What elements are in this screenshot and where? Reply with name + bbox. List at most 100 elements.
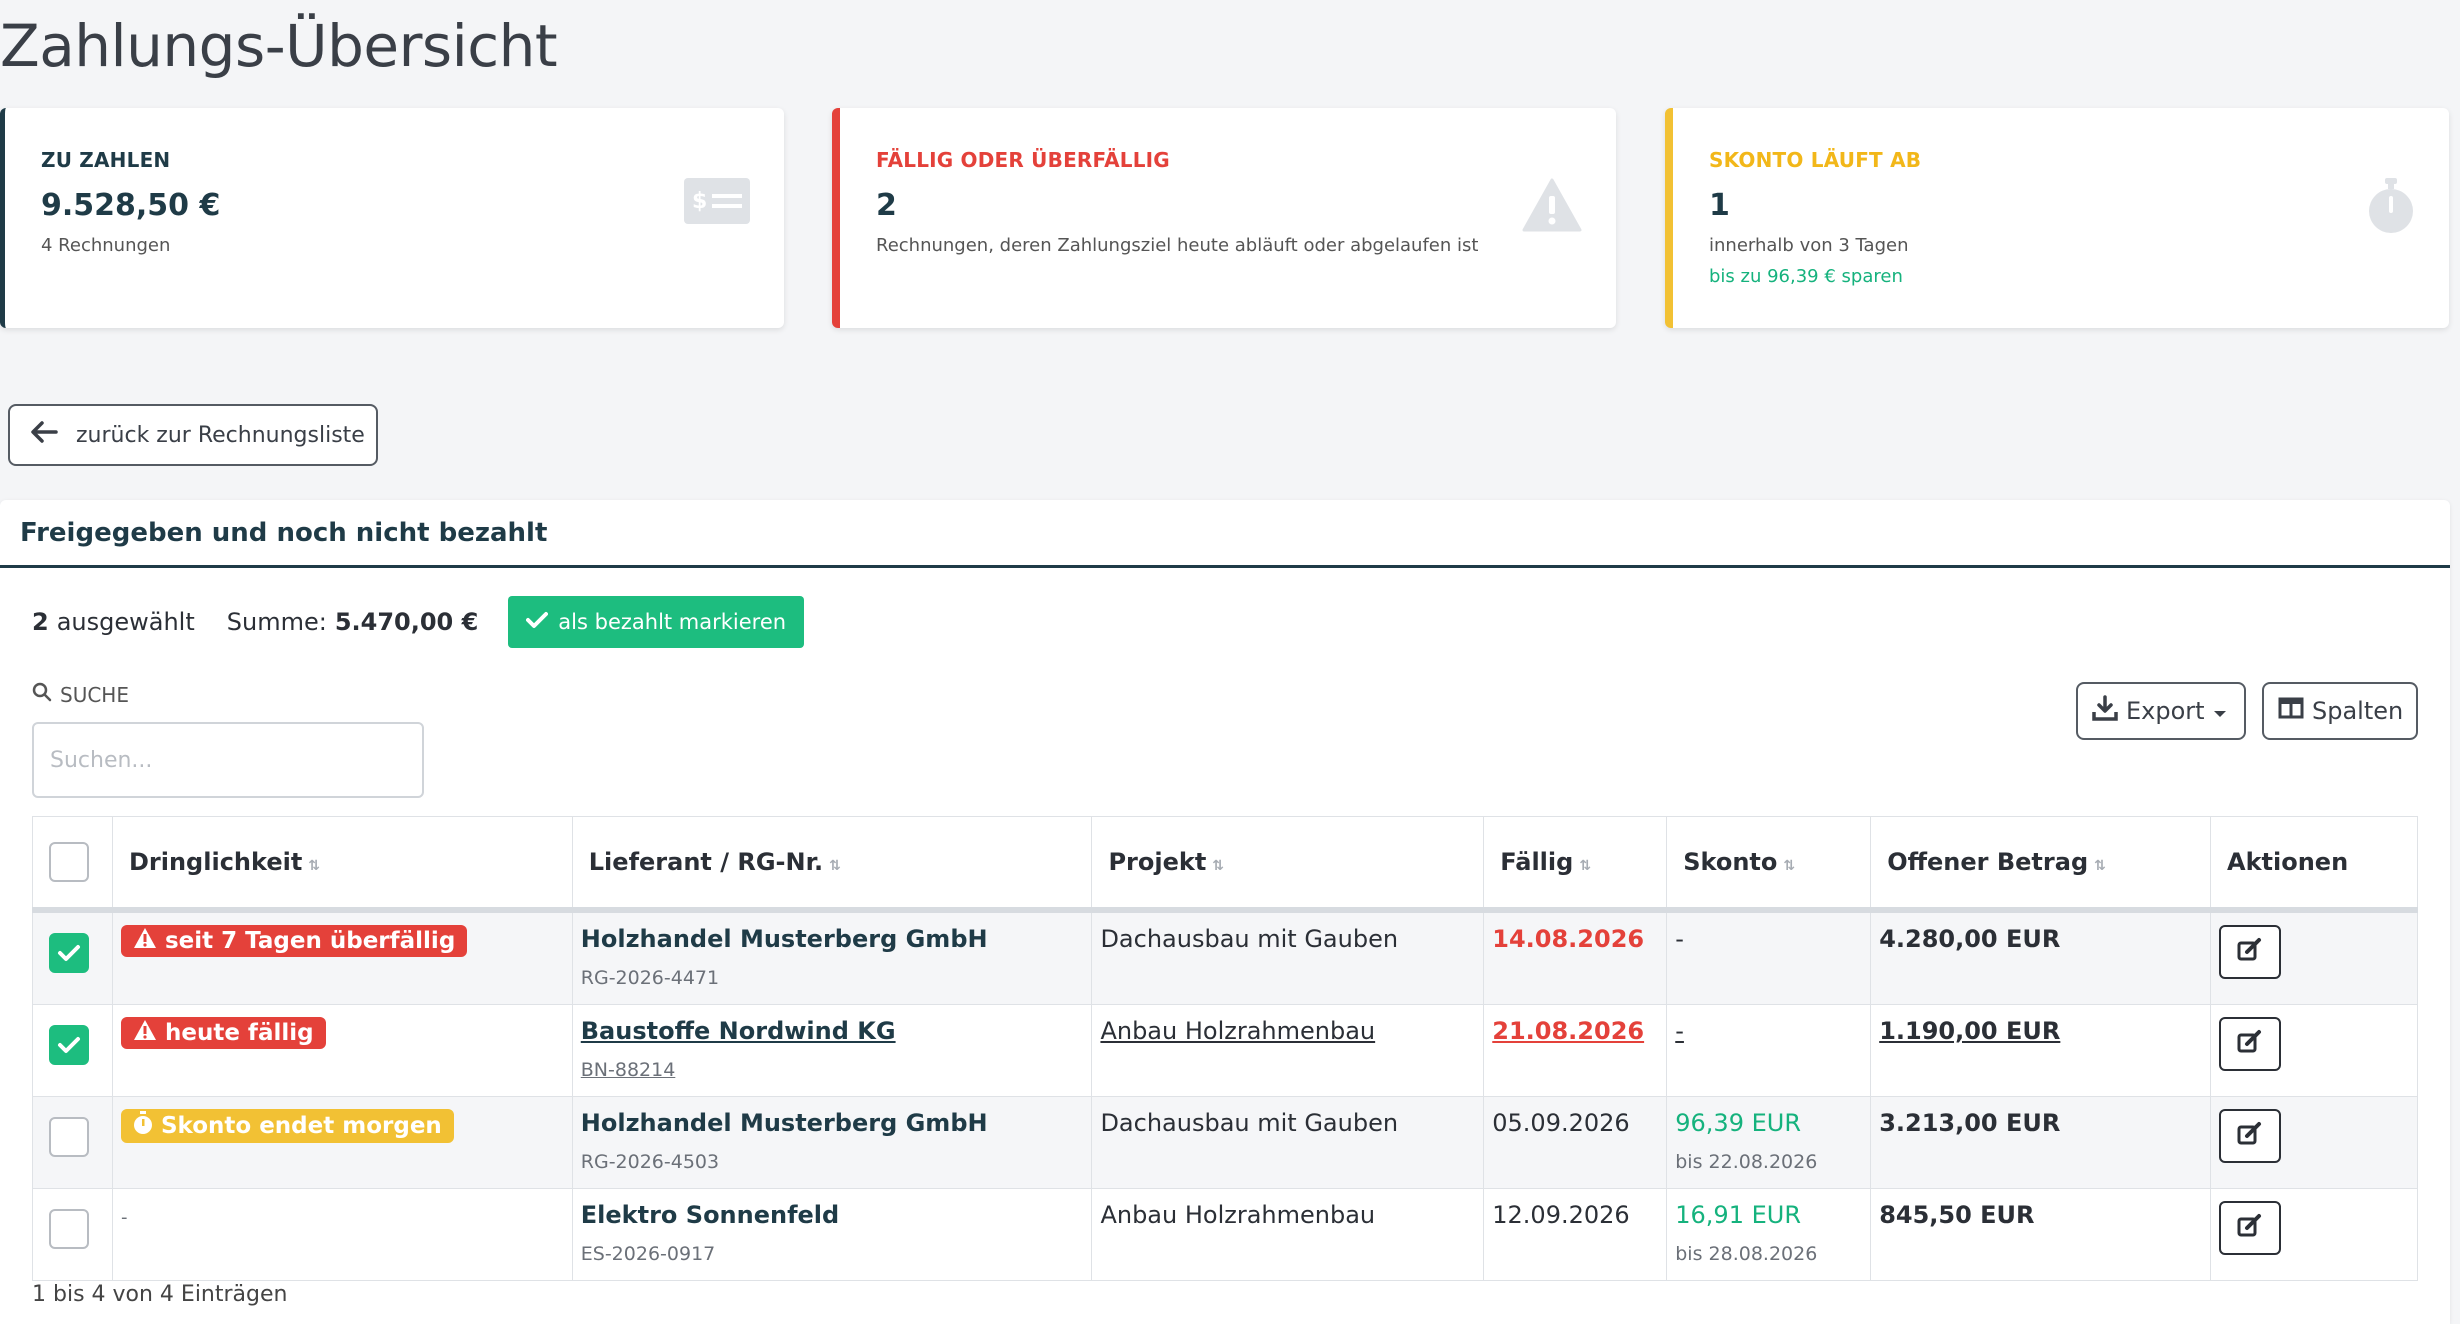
stopwatch-icon	[133, 1111, 153, 1141]
edit-button[interactable]	[2219, 1201, 2281, 1255]
due-date[interactable]: 21.08.2026	[1492, 1017, 1645, 1045]
project-name: Dachausbau mit Gauben	[1100, 925, 1399, 953]
open-amount: 3.213,00 EUR	[1879, 1109, 2061, 1137]
card-value: 2	[876, 188, 897, 223]
card-label: FÄLLIG ODER ÜBERFÄLLIG	[876, 148, 1170, 172]
skonto-value[interactable]: -	[1675, 1017, 1684, 1045]
export-dropdown-button[interactable]: Export	[2076, 682, 2246, 740]
back-to-invoice-list-button[interactable]: zurück zur Rechnungsliste	[8, 404, 378, 466]
edit-button[interactable]	[2219, 1109, 2281, 1163]
skonto-value: 96,39 EUR	[1675, 1109, 1801, 1137]
sort-icon: ⇅	[1783, 858, 1796, 874]
invoice-number: ES-2026-0917	[580, 1243, 716, 1265]
back-button-label: zurück zur Rechnungsliste	[76, 422, 365, 448]
skonto-value: 16,91 EUR	[1675, 1201, 1801, 1229]
row-checkbox[interactable]	[49, 933, 89, 973]
column-header-project[interactable]: Projekt ⇅	[1091, 816, 1485, 913]
card-savings: bis zu 96,39 € sparen	[1709, 266, 1903, 287]
skonto-deadline: bis 22.08.2026	[1675, 1151, 1818, 1173]
urgency-badge: seit 7 Tagen überfällig	[120, 925, 468, 957]
column-header-actions: Aktionen	[2210, 816, 2418, 913]
selected-label: ausgewählt	[56, 608, 195, 636]
sort-icon: ⇅	[308, 858, 321, 874]
urgency-empty: -	[120, 1207, 128, 1228]
table-row: heute fällig Baustoffe Nordwind KG BN-882…	[32, 1004, 2418, 1097]
svg-text:$: $	[692, 189, 707, 214]
select-all-checkbox[interactable]	[49, 842, 89, 882]
columns-button[interactable]: Spalten	[2262, 682, 2418, 740]
sum-label: Summe:	[226, 608, 327, 636]
supplier-name: Elektro Sonnenfeld	[580, 1201, 840, 1229]
column-header-urgency[interactable]: Dringlichkeit ⇅	[111, 816, 573, 913]
card-subtext: Rechnungen, deren Zahlungsziel heute abl…	[876, 235, 1479, 256]
project-name[interactable]: Anbau Holzrahmenbau	[1100, 1017, 1376, 1045]
sort-icon: ⇅	[829, 858, 841, 874]
invoice-number: RG-2026-4503	[580, 1151, 720, 1173]
row-checkbox[interactable]	[49, 1209, 89, 1249]
edit-icon	[2237, 1029, 2263, 1059]
due-date: 14.08.2026	[1492, 925, 1645, 953]
arrow-left-icon	[30, 420, 58, 450]
table-row: Skonto endet morgen Holzhandel Musterber…	[32, 1096, 2418, 1189]
edit-icon	[2237, 937, 2263, 967]
invoice-table: Dringlichkeit ⇅ Lieferant / RG-Nr. ⇅ Proje…	[32, 816, 2418, 1281]
check-icon	[526, 610, 549, 634]
warning-icon	[1522, 178, 1582, 236]
columns-label: Spalten	[2312, 697, 2404, 725]
supplier-name[interactable]: Baustoffe Nordwind KG	[580, 1017, 896, 1045]
skonto-deadline: bis 28.08.2026	[1675, 1243, 1818, 1265]
warning-icon	[133, 927, 157, 955]
mark-as-paid-label: als bezahlt markieren	[558, 610, 787, 634]
row-checkbox[interactable]	[49, 1025, 89, 1065]
columns-icon	[2278, 697, 2304, 725]
edit-icon	[2237, 1213, 2263, 1243]
table-row: seit 7 Tagen überfällig Holzhandel Muste…	[32, 909, 2418, 1005]
selection-summary: 2 ausgewählt Summe: 5.470,00 € als bezah…	[32, 596, 805, 648]
column-header-skonto[interactable]: Skonto ⇅	[1666, 816, 1872, 913]
due-date: 12.09.2026	[1492, 1201, 1630, 1229]
supplier-name: Holzhandel Musterberg GmbH	[580, 925, 988, 953]
stopwatch-icon	[2367, 178, 2415, 238]
edit-button[interactable]	[2219, 1017, 2281, 1071]
export-label: Export	[2126, 697, 2205, 725]
due-date: 05.09.2026	[1492, 1109, 1630, 1137]
open-amount: 4.280,00 EUR	[1879, 925, 2061, 953]
sort-icon: ⇅	[1579, 858, 1592, 874]
table-row: - Elektro Sonnenfeld ES-2026-0917 Anbau H…	[32, 1188, 2418, 1281]
search-label: SUCHE	[32, 682, 129, 707]
column-header-supplier[interactable]: Lieferant / RG-Nr. ⇅	[571, 816, 1093, 913]
project-name: Dachausbau mit Gauben	[1100, 1109, 1399, 1137]
card-value: 9.528,50 €	[41, 188, 221, 223]
invoice-number[interactable]: BN-88214	[580, 1059, 676, 1081]
supplier-name: Holzhandel Musterberg GmbH	[580, 1109, 988, 1137]
panel-title: Freigegeben und noch nicht bezahlt	[0, 500, 2450, 568]
column-header-due[interactable]: Fällig ⇅	[1483, 816, 1668, 913]
sum-value: 5.470,00 €	[334, 608, 479, 636]
card-subtext: innerhalb von 3 Tagen	[1709, 235, 1909, 256]
open-amount[interactable]: 1.190,00 EUR	[1879, 1017, 2061, 1045]
summary-card-due: FÄLLIG ODER ÜBERFÄLLIG 2 Rechnungen, der…	[832, 108, 1616, 328]
skonto-value: -	[1675, 925, 1684, 953]
card-value: 1	[1709, 188, 1730, 223]
row-checkbox[interactable]	[49, 1117, 89, 1157]
mark-as-paid-button[interactable]: als bezahlt markieren	[508, 596, 805, 648]
summary-card-to-pay: ZU ZAHLEN 9.528,50 € 4 Rechnungen $	[0, 108, 784, 328]
sort-icon: ⇅	[2094, 858, 2106, 874]
table-info: 1 bis 4 von 4 Einträgen	[32, 1282, 288, 1307]
sort-icon: ⇅	[1212, 858, 1225, 874]
selected-count: 2	[32, 608, 49, 636]
download-icon	[2092, 695, 2118, 727]
warning-icon	[133, 1019, 157, 1047]
edit-icon	[2237, 1121, 2263, 1151]
search-icon	[32, 682, 52, 707]
unpaid-invoices-panel: Freigegeben und noch nicht bezahlt 2 aus…	[0, 500, 2450, 1324]
urgency-badge: Skonto endet morgen	[120, 1109, 454, 1143]
card-subtext: 4 Rechnungen	[41, 235, 171, 256]
card-label: ZU ZAHLEN	[41, 148, 171, 172]
invoice-number: RG-2026-4471	[580, 967, 720, 989]
edit-button[interactable]	[2219, 925, 2281, 979]
project-name: Anbau Holzrahmenbau	[1100, 1201, 1376, 1229]
column-header-open-amount[interactable]: Offener Betrag ⇅	[1870, 816, 2211, 913]
summary-card-skonto: SKONTO LÄUFT AB 1 innerhalb von 3 Tagen …	[1665, 108, 2449, 328]
search-input[interactable]	[32, 722, 424, 798]
